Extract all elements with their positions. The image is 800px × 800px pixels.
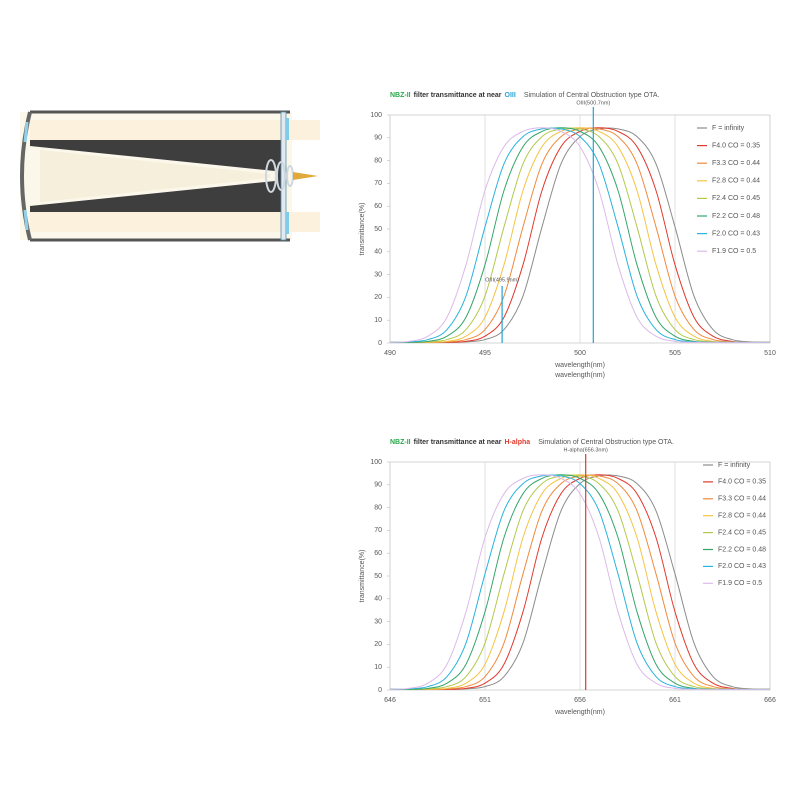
y-axis-label: transmittance(%) — [359, 203, 366, 256]
legend-label: F2.4 CO = 0.45 — [712, 195, 760, 202]
legend-label: F1.9 CO = 0.5 — [718, 580, 762, 587]
series-line — [389, 127, 770, 343]
y-tick-label: 10 — [374, 317, 382, 324]
x-axis-label: wavelength(nm) — [554, 372, 605, 379]
incoming-beam — [285, 120, 320, 140]
chart-subtitle: Simulation of Central Obstruction type O… — [538, 439, 674, 446]
series-line — [389, 127, 770, 343]
y-tick-label: 80 — [374, 157, 382, 164]
series-line — [390, 474, 770, 690]
marker-label: H-alpha(656.3nm) — [564, 447, 608, 453]
marker-label: OIII(500.7nm) — [576, 100, 610, 106]
light-cone-inner — [40, 150, 270, 202]
y-tick-label: 60 — [374, 203, 382, 210]
legend-label: F2.8 CO = 0.44 — [712, 178, 760, 185]
y-tick-label: 80 — [374, 504, 382, 511]
chart-subtitle: Simulation of Central Obstruction type O… — [524, 92, 660, 99]
line-chart: NBZ-II filter transmittance at near H-alph… — [359, 439, 776, 716]
marker-label: OIII(495.9nm) — [485, 277, 519, 283]
x-axis-label: wavelength(nm) — [554, 709, 605, 716]
legend-label: F2.8 CO = 0.44 — [718, 513, 766, 520]
incoming-beam — [285, 212, 320, 232]
incoming-beam — [30, 212, 285, 232]
y-tick-label: 20 — [374, 641, 382, 648]
x-tick-label: 510 — [764, 350, 776, 357]
y-tick-label: 90 — [374, 482, 382, 489]
y-tick-label: 40 — [374, 249, 382, 256]
title-part: filter transmittance at near — [414, 439, 502, 446]
x-tick-label: 661 — [669, 697, 681, 704]
tube-wall — [30, 110, 290, 242]
incoming-beam — [30, 120, 285, 140]
x-tick-label: 656 — [574, 697, 586, 704]
y-tick-label: 30 — [374, 271, 382, 278]
series-line — [389, 474, 770, 690]
legend-label: F2.2 CO = 0.48 — [712, 213, 760, 220]
corrector-edge — [286, 118, 289, 140]
legend-label: F2.0 CO = 0.43 — [712, 230, 760, 237]
chart-title: NBZ-II filter transmittance at near OIII Si… — [390, 92, 660, 99]
line-chart: NBZ-II filter transmittance at near OIII Si… — [359, 92, 776, 379]
title-part: OIII — [505, 92, 516, 99]
mirror-coating — [23, 121, 29, 231]
y-tick-label: 60 — [374, 550, 382, 557]
legend-label: F = infinity — [718, 462, 751, 469]
corrector-edge — [286, 212, 289, 234]
y-tick-label: 40 — [374, 596, 382, 603]
telescope-diagram — [20, 110, 320, 242]
legend-label: F2.2 CO = 0.48 — [718, 546, 766, 553]
y-tick-label: 70 — [374, 527, 382, 534]
x-tick-label: 505 — [669, 350, 681, 357]
series-line — [390, 127, 770, 343]
y-tick-label: 100 — [370, 459, 382, 466]
x-tick-label: 495 — [479, 350, 491, 357]
y-axis-label: transmittance(%) — [359, 550, 366, 603]
y-tick-label: 50 — [374, 226, 382, 233]
legend-label: F2.4 CO = 0.45 — [718, 529, 766, 536]
y-tick-label: 70 — [374, 180, 382, 187]
y-tick-label: 90 — [374, 135, 382, 142]
y-tick-label: 100 — [370, 112, 382, 119]
legend-label: F = infinity — [712, 125, 745, 132]
plot-frame — [389, 114, 771, 344]
chart-title: NBZ-II filter transmittance at near H-alph… — [390, 439, 674, 446]
legend-label: F3.3 CO = 0.44 — [712, 160, 760, 167]
legend-label: F2.0 CO = 0.43 — [718, 563, 766, 570]
focus-cone — [293, 172, 318, 180]
y-tick-label: 30 — [374, 618, 382, 625]
legend-label: F4.0 CO = 0.35 — [718, 479, 766, 486]
legend-label: F3.3 CO = 0.44 — [718, 496, 766, 503]
title-part: H-alpha — [505, 439, 531, 446]
series-line — [389, 474, 770, 690]
legend-label: F4.0 CO = 0.35 — [712, 142, 760, 149]
y-tick-label: 10 — [374, 664, 382, 671]
y-tick-label: 0 — [378, 340, 382, 347]
title-part: NBZ-II — [390, 439, 411, 446]
x-tick-label: 651 — [479, 697, 491, 704]
x-tick-label: 666 — [764, 697, 776, 704]
title-part: filter transmittance at near — [414, 92, 502, 99]
y-tick-label: 50 — [374, 573, 382, 580]
y-tick-label: 20 — [374, 294, 382, 301]
legend-label: F1.9 CO = 0.5 — [712, 248, 756, 255]
title-part: NBZ-II — [390, 92, 411, 99]
x-tick-label: 500 — [574, 350, 586, 357]
x-tick-label: 490 — [384, 350, 396, 357]
x-axis-label: wavelength(nm) — [554, 362, 605, 369]
y-tick-label: 0 — [378, 687, 382, 694]
plot-frame — [389, 461, 771, 691]
x-tick-label: 646 — [384, 697, 396, 704]
